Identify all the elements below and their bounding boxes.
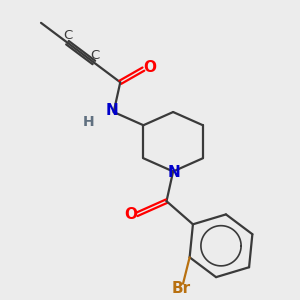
Text: O: O <box>124 207 137 222</box>
Text: C: C <box>64 29 73 42</box>
Text: O: O <box>143 60 156 75</box>
Text: H: H <box>83 115 95 129</box>
Text: Br: Br <box>172 281 191 296</box>
Text: N: N <box>167 165 180 180</box>
Text: C: C <box>90 49 99 62</box>
Text: N: N <box>106 103 118 118</box>
